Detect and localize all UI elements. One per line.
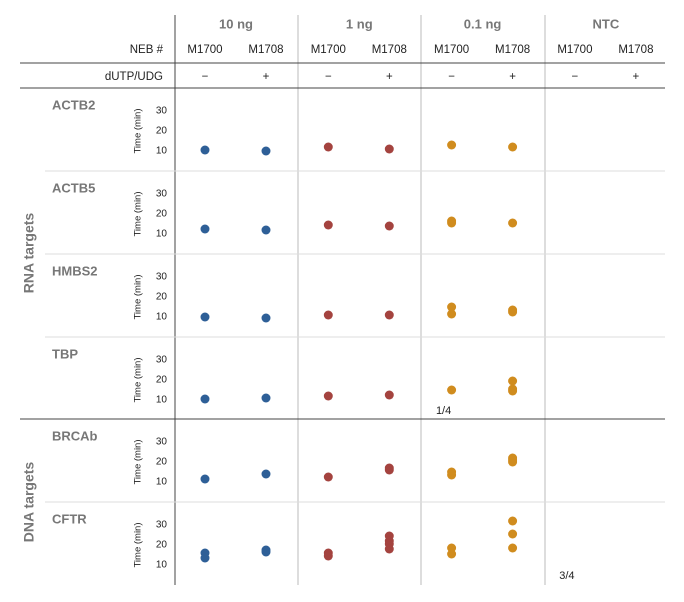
data-point [508, 516, 518, 526]
data-point [200, 474, 210, 484]
y-axis-label: Time (min) [133, 108, 144, 153]
annotation: 1/4 [436, 405, 451, 417]
data-point [384, 310, 394, 320]
y-tick-label: 30 [156, 520, 168, 531]
data-point [384, 144, 394, 154]
y-tick-label: 20 [156, 540, 168, 551]
y-tick-label: 20 [156, 126, 168, 137]
treatment-label: − [572, 71, 579, 83]
target-title: CFTR [52, 511, 87, 526]
data-point [447, 302, 457, 312]
data-point [447, 140, 457, 150]
treatment-label: − [325, 71, 332, 83]
data-point [261, 547, 271, 557]
data-point [447, 470, 457, 480]
y-axis-label: Time (min) [133, 439, 144, 484]
y-tick-label: 20 [156, 457, 168, 468]
group-label: NTC [593, 16, 620, 31]
data-point [508, 307, 518, 317]
y-axis-label: Time (min) [133, 522, 144, 567]
treatment-label: − [448, 71, 455, 83]
data-point [323, 310, 333, 320]
y-tick-label: 30 [156, 189, 168, 200]
annotation: 3/4 [559, 570, 574, 582]
data-point [261, 146, 271, 156]
row-group-label: RNA targets [21, 213, 37, 294]
data-point [384, 544, 394, 554]
neb-label: NEB # [130, 44, 164, 56]
target-title: ACTB5 [52, 180, 95, 195]
frame [20, 15, 665, 585]
target-title: BRCAb [52, 428, 98, 443]
data-point [447, 549, 457, 559]
y-tick-label: 10 [156, 312, 168, 323]
data-point [447, 309, 457, 319]
data-point [447, 385, 457, 395]
group-label: 1 ng [346, 16, 373, 31]
y-axis-label: Time (min) [133, 274, 144, 319]
data-point [323, 142, 333, 152]
y-tick-label: 20 [156, 292, 168, 303]
y-tick-label: 30 [156, 272, 168, 283]
group-label: 0.1 ng [464, 16, 502, 31]
product-label: M1708 [618, 44, 653, 56]
product-label: M1700 [434, 44, 469, 56]
treatment-label: + [633, 71, 640, 83]
data-point [261, 393, 271, 403]
data-point [508, 218, 518, 228]
group-label: 10 ng [219, 16, 253, 31]
target-title: TBP [52, 346, 78, 361]
data-point [508, 543, 518, 553]
product-label: M1708 [248, 44, 283, 56]
data-point [323, 551, 333, 561]
y-axis-label: Time (min) [133, 191, 144, 236]
data-point [384, 221, 394, 231]
treatment-label: + [386, 71, 393, 83]
data-point [200, 312, 210, 322]
data-point [508, 386, 518, 396]
y-tick-label: 10 [156, 477, 168, 488]
data-point [323, 472, 333, 482]
row-group-label: DNA targets [21, 462, 37, 543]
data-point [200, 145, 210, 155]
data-point [323, 220, 333, 230]
data-point [384, 463, 394, 473]
y-tick-label: 10 [156, 395, 168, 406]
product-label: M1700 [187, 44, 222, 56]
data-point [200, 553, 210, 563]
y-tick-label: 20 [156, 375, 168, 386]
y-tick-label: 10 [156, 560, 168, 571]
treatment-label: dUTP/UDG [105, 71, 163, 83]
treatment-label: + [263, 71, 270, 83]
data-point [508, 455, 518, 465]
data-point [508, 142, 518, 152]
product-label: M1708 [372, 44, 407, 56]
treatment-label: − [202, 71, 209, 83]
product-label: M1700 [557, 44, 592, 56]
y-tick-label: 10 [156, 229, 168, 240]
data-point [447, 218, 457, 228]
y-tick-label: 30 [156, 437, 168, 448]
data-point [508, 376, 518, 386]
target-title: HMBS2 [52, 263, 98, 278]
y-axis-label: Time (min) [133, 357, 144, 402]
product-label: M1700 [311, 44, 346, 56]
data-point [384, 390, 394, 400]
y-tick-label: 30 [156, 106, 168, 117]
y-tick-label: 10 [156, 146, 168, 157]
data-point [200, 394, 210, 404]
product-label: M1708 [495, 44, 530, 56]
data-point [261, 225, 271, 235]
data-point [261, 469, 271, 479]
y-tick-label: 20 [156, 209, 168, 220]
data-point [200, 224, 210, 234]
treatment-label: + [509, 71, 516, 83]
data-point [508, 529, 518, 539]
data-point [323, 391, 333, 401]
y-tick-label: 30 [156, 355, 168, 366]
target-title: ACTB2 [52, 97, 95, 112]
data-point [261, 313, 271, 323]
